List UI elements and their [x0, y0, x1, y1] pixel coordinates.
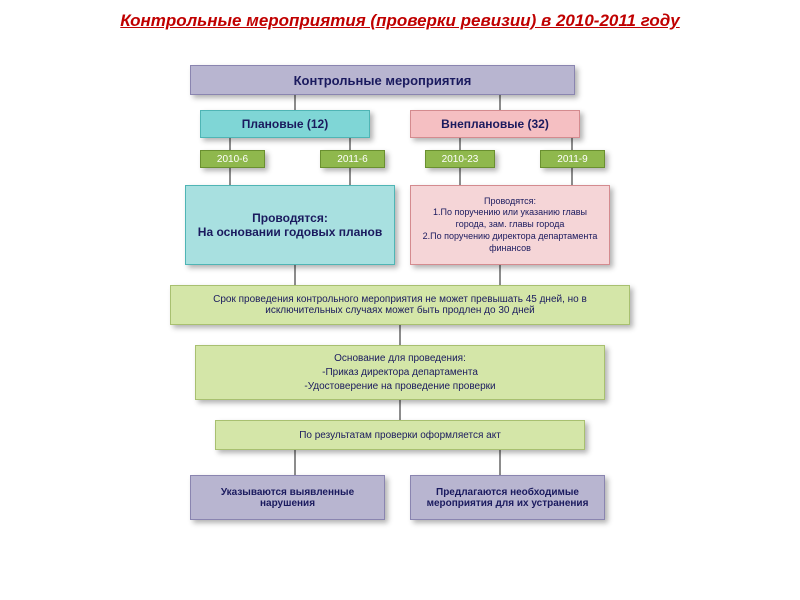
node-root: Контрольные мероприятия: [190, 65, 575, 95]
node-duration: Срок проведения контрольного мероприятия…: [170, 285, 630, 325]
page-title: Контрольные мероприятия (проверки ревизи…: [20, 10, 780, 32]
node-violations: Указываются выявленные нарушения: [190, 475, 385, 520]
node-2010-23: 2010-23: [425, 150, 495, 168]
node-basis-order: Основание для проведения: -Приказ директ…: [195, 345, 605, 400]
node-proposals: Предлагаются необходимые мероприятия для…: [410, 475, 605, 520]
node-planned: Плановые (12): [200, 110, 370, 138]
node-basis-plan: Проводятся: На основании годовых планов: [185, 185, 395, 265]
node-act: По результатам проверки оформляется акт: [215, 420, 585, 450]
node-2010-6: 2010-6: [200, 150, 265, 168]
node-2011-6: 2011-6: [320, 150, 385, 168]
node-2011-9: 2011-9: [540, 150, 605, 168]
node-unplanned: Внеплановые (32): [410, 110, 580, 138]
node-basis-unplan: Проводятся: 1.По поручению или указанию …: [410, 185, 610, 265]
